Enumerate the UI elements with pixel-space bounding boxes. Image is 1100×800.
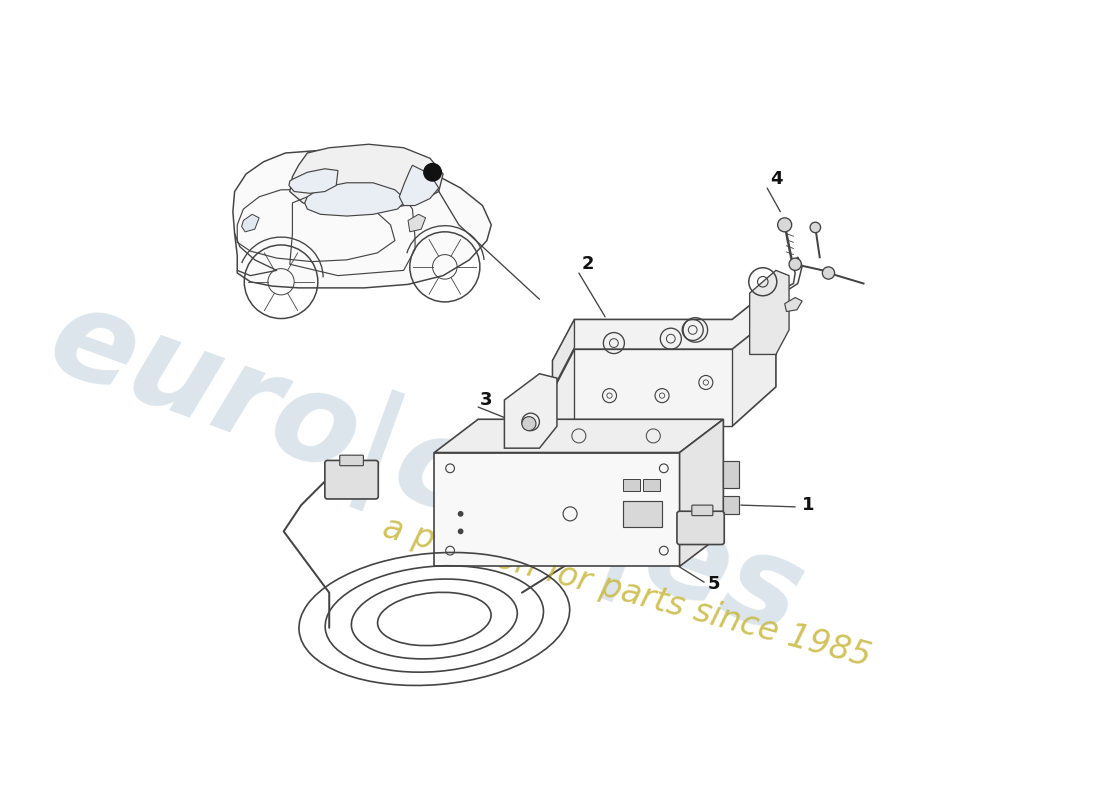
- Bar: [724, 462, 739, 487]
- Polygon shape: [574, 349, 733, 426]
- Polygon shape: [408, 214, 426, 232]
- Polygon shape: [505, 374, 557, 448]
- Text: 1: 1: [802, 496, 815, 514]
- Polygon shape: [552, 319, 574, 390]
- Polygon shape: [552, 284, 776, 390]
- Circle shape: [778, 218, 792, 232]
- Circle shape: [459, 529, 463, 534]
- Polygon shape: [233, 150, 492, 288]
- Polygon shape: [680, 419, 724, 566]
- Circle shape: [459, 512, 463, 516]
- Text: a passion for parts since 1985: a passion for parts since 1985: [379, 511, 874, 674]
- Circle shape: [424, 163, 441, 181]
- Polygon shape: [289, 169, 338, 194]
- Circle shape: [823, 267, 835, 279]
- Text: 2: 2: [582, 255, 594, 274]
- Polygon shape: [749, 270, 789, 354]
- Polygon shape: [434, 419, 724, 453]
- Circle shape: [521, 417, 536, 430]
- Bar: [623, 501, 662, 527]
- Text: euro|car|es: euro|car|es: [32, 276, 818, 664]
- Bar: [724, 496, 739, 514]
- FancyBboxPatch shape: [692, 505, 713, 516]
- Circle shape: [810, 222, 821, 233]
- Text: 3: 3: [480, 391, 493, 409]
- Polygon shape: [552, 314, 776, 426]
- Polygon shape: [305, 182, 406, 216]
- FancyBboxPatch shape: [340, 455, 363, 466]
- Polygon shape: [784, 298, 802, 311]
- FancyBboxPatch shape: [324, 461, 378, 499]
- Text: 4: 4: [770, 170, 782, 188]
- Text: 5: 5: [707, 575, 721, 593]
- Bar: [623, 479, 640, 491]
- Bar: [642, 479, 660, 491]
- Polygon shape: [242, 214, 260, 232]
- Polygon shape: [399, 166, 439, 206]
- Polygon shape: [434, 453, 680, 566]
- Polygon shape: [289, 144, 443, 212]
- FancyBboxPatch shape: [676, 511, 724, 545]
- Circle shape: [789, 258, 801, 270]
